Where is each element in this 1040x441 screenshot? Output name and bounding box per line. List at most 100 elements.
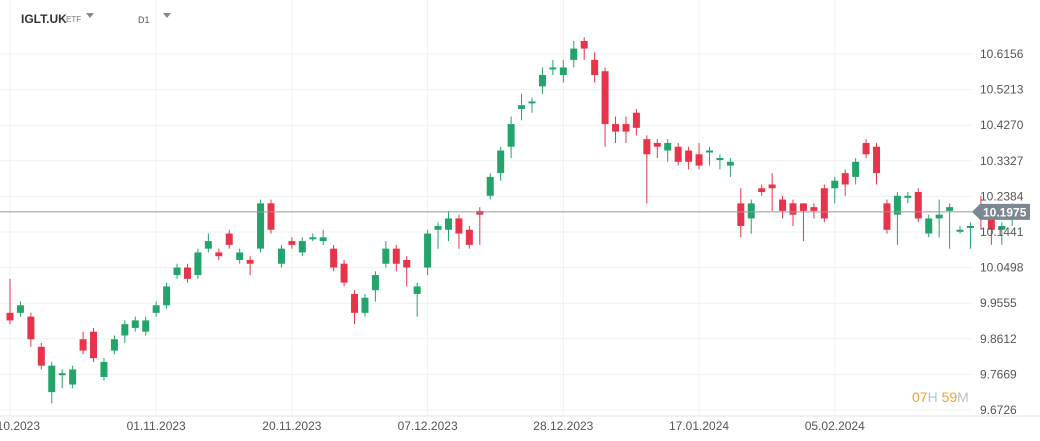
candle-body <box>351 293 359 313</box>
candle-body <box>559 67 567 75</box>
symbol-dropdown-icon[interactable] <box>86 13 94 18</box>
candle-body <box>758 188 766 193</box>
candle-body <box>987 214 995 230</box>
candle-body <box>810 207 818 211</box>
candle <box>413 282 421 317</box>
candle <box>873 142 881 185</box>
candle-body <box>935 214 943 219</box>
grid-lines <box>0 0 972 416</box>
candle-body <box>893 195 901 215</box>
candle-body <box>16 305 24 313</box>
candle-body <box>998 225 1006 230</box>
candle <box>789 199 797 226</box>
candle-body <box>612 124 620 132</box>
candle-body <box>298 241 306 253</box>
price-tick-label: 9.7669 <box>980 367 1017 381</box>
candle <box>779 195 787 219</box>
candle <box>455 214 463 249</box>
candle-body <box>413 286 421 294</box>
candle <box>6 278 14 325</box>
candle <box>570 41 578 68</box>
candle-body <box>486 176 494 196</box>
current-price-marker: 10.1975 <box>0 203 1030 220</box>
candle <box>518 93 526 121</box>
candle <box>956 225 964 234</box>
candle <box>497 146 505 181</box>
candle-body <box>371 275 379 291</box>
candle-body <box>382 248 390 264</box>
candle <box>267 199 275 234</box>
candle-body <box>685 150 693 162</box>
candle <box>852 158 860 185</box>
candle <box>966 222 974 249</box>
candle <box>685 146 693 170</box>
candle <box>298 237 306 257</box>
candle-body <box>100 361 108 378</box>
symbol-name: IGLT.UK <box>21 12 67 26</box>
candle-body <box>424 233 432 268</box>
candle <box>340 259 348 287</box>
date-tick-label: 20.11.2023 <box>262 419 321 433</box>
candle <box>444 210 452 242</box>
timeframe-dropdown-icon[interactable] <box>163 13 171 18</box>
candle-body <box>674 146 682 162</box>
price-tick-label: 10.1441 <box>980 225 1024 239</box>
candle <box>653 139 661 159</box>
candle-body <box>58 373 66 376</box>
candle <box>121 320 129 344</box>
candle-body <box>705 150 713 153</box>
chart-header: IGLT.UK ETF D1 <box>0 0 300 34</box>
candle <box>914 188 922 223</box>
candle <box>549 59 557 75</box>
candle <box>361 293 369 317</box>
candle-body <box>726 161 734 166</box>
candle-body <box>225 233 233 245</box>
candle <box>215 248 223 260</box>
candle <box>236 248 244 264</box>
candle <box>173 263 181 279</box>
candle-body <box>319 237 327 242</box>
candle <box>862 139 870 159</box>
candle-body <box>246 259 254 264</box>
candle <box>893 192 901 245</box>
candle-body <box>27 316 35 340</box>
timeframe-label[interactable]: D1 <box>138 15 150 25</box>
candle <box>465 225 473 249</box>
candle <box>925 214 933 238</box>
candle <box>330 244 338 272</box>
candle-body <box>173 267 181 276</box>
candle <box>998 222 1006 245</box>
candle-body <box>288 241 296 245</box>
candle-body <box>591 59 599 75</box>
candle-body <box>90 331 98 359</box>
candle <box>403 256 411 287</box>
candle <box>319 229 327 245</box>
candle-countdown: 07H 59M <box>912 389 969 405</box>
candle-body <box>570 48 578 60</box>
candle-body <box>841 173 849 185</box>
candle <box>528 97 536 113</box>
candle <box>622 116 630 143</box>
current-price-tag <box>972 203 1030 220</box>
candle <box>737 188 745 238</box>
timer-minutes-unit: M <box>957 389 969 405</box>
candle-body <box>163 286 171 306</box>
candle-body <box>48 365 56 393</box>
timer-minutes: 59 <box>941 389 958 405</box>
candle-body <box>267 203 275 230</box>
candle-body <box>716 158 724 161</box>
candle <box>204 233 212 253</box>
candle <box>601 67 609 147</box>
candle <box>424 229 432 276</box>
candle <box>351 290 359 325</box>
candle <box>434 222 442 249</box>
timer-hours: 07 <box>912 389 928 405</box>
candle <box>194 248 202 279</box>
candle-body <box>518 105 526 109</box>
candle <box>768 173 776 211</box>
candle <box>131 316 139 332</box>
candle-body <box>768 184 776 189</box>
candle <box>27 312 35 347</box>
candle-body <box>549 67 557 70</box>
